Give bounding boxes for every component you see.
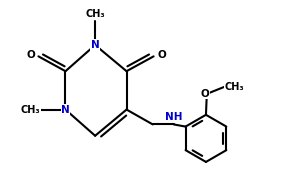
Text: CH₃: CH₃ bbox=[224, 82, 244, 92]
Text: O: O bbox=[26, 50, 35, 60]
Text: O: O bbox=[157, 50, 166, 60]
Text: NH: NH bbox=[165, 112, 182, 122]
Text: O: O bbox=[201, 89, 209, 99]
Text: N: N bbox=[91, 40, 100, 50]
Text: N: N bbox=[61, 105, 70, 115]
Text: CH₃: CH₃ bbox=[85, 9, 105, 20]
Text: CH₃: CH₃ bbox=[21, 105, 40, 115]
